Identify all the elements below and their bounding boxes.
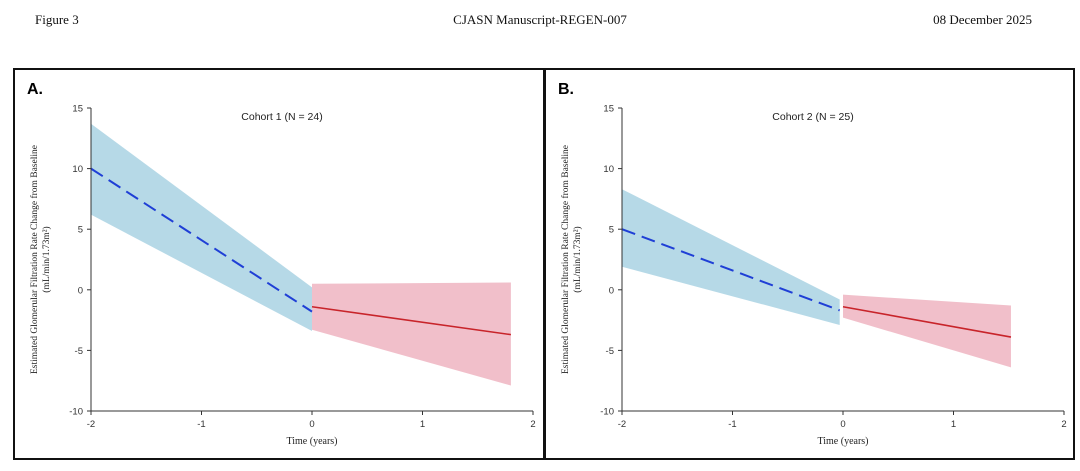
chart-b-y-tick-label: 10 (603, 164, 614, 175)
chart-b-x-axis-label: Time (years) (817, 436, 868, 447)
chart-b-x-tick-label: -2 (618, 419, 626, 430)
chart-b-x-tick-label: -1 (728, 419, 736, 430)
chart-panel-b: B. Cohort 2 (N = 25) 15 10 5 0 -5 -10 -2 -1 0 1 2 Tim… (544, 68, 1075, 460)
chart-b-y-tick-label: 0 (609, 285, 614, 296)
chart-b-y-tick-label: 15 (603, 104, 614, 115)
chart-b-y-axis-unit: (mL/min/1.73m²) (572, 226, 583, 292)
chart-b-ci-band-pre (622, 189, 840, 325)
chart-b-ci-band-post (843, 294, 1011, 368)
chart-a-y-tick-label: 5 (78, 225, 83, 236)
chart-a-y-tick-label: -10 (69, 407, 83, 418)
chart-a-trend-line-pre (90, 167, 313, 313)
chart-a-x-tick-label: 0 (309, 419, 314, 430)
chart-b-y-tick-label: -5 (606, 346, 614, 357)
header-figure-label: Figure 3 (35, 12, 79, 27)
chart-a-x-tick-label: -2 (87, 419, 95, 430)
chart-a-y-tick-label: 10 (72, 164, 83, 175)
chart-a-x-tick-label: -1 (197, 419, 205, 430)
chart-panel-a: A. Cohort 1 (N = 24) 15 10 5 0 -5 -10 -2 -1 0 1 2 Tim… (13, 68, 545, 460)
chart-a-y-tick-label: -5 (75, 346, 83, 357)
chart-b-x-tick-label: 2 (1061, 419, 1066, 430)
chart-a-y-tick-label: 0 (78, 285, 83, 296)
chart-a-y-axis-label: Estimated Glomerular Filtration Rate Cha… (29, 145, 40, 374)
chart-a-x-axis-label: Time (years) (286, 436, 337, 447)
chart-a-ci-band-pre (91, 123, 312, 332)
chart-a-title: Cohort 1 (N = 24) (241, 111, 322, 123)
chart-a-x-tick-label: 2 (530, 419, 535, 430)
header-manuscript-id: CJASN Manuscript-REGEN-007 (453, 12, 627, 27)
chart-b-trend-line-post (842, 305, 1012, 338)
chart-a-x-tick-label: 1 (420, 419, 425, 430)
chart-b-x-tick-label: 0 (840, 419, 845, 430)
header-date: 08 December 2025 (933, 12, 1032, 27)
chart-b-panel-letter: B. (558, 81, 574, 98)
chart-b-y-tick-label: 5 (609, 225, 614, 236)
chart-b-x-tick-label: 1 (951, 419, 956, 430)
chart-a-y-axis-unit: (mL/min/1.73m²) (41, 226, 52, 292)
chart-a-trend-line-post (311, 305, 512, 336)
chart-a-ci-band-post (312, 282, 511, 386)
chart-a-panel-letter: A. (27, 81, 43, 98)
chart-b-title: Cohort 2 (N = 25) (772, 111, 853, 123)
chart-b-y-axis-label: Estimated Glomerular Filtration Rate Cha… (560, 145, 571, 374)
chart-a-y-tick-label: 15 (72, 104, 83, 115)
chart-b-y-tick-label: -10 (600, 407, 614, 418)
chart-b-trend-line-pre (621, 228, 841, 312)
